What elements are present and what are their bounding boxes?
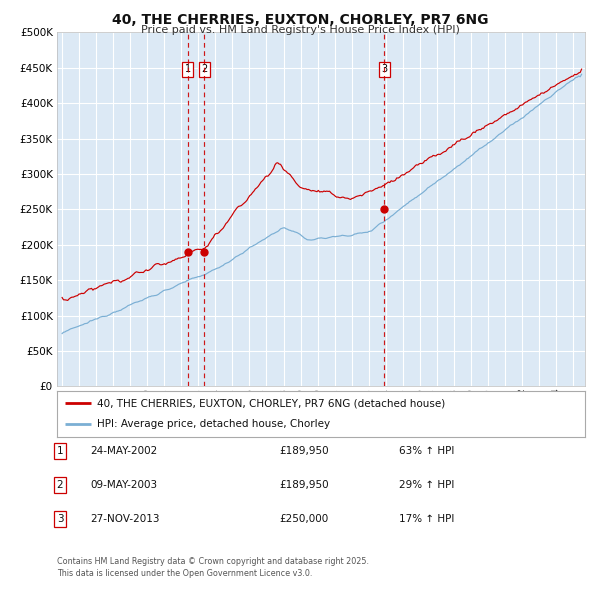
Text: £189,950: £189,950 [279,480,329,490]
Text: 17% ↑ HPI: 17% ↑ HPI [399,514,454,523]
Text: £250,000: £250,000 [279,514,328,523]
Text: 3: 3 [381,64,387,74]
Text: 40, THE CHERRIES, EUXTON, CHORLEY, PR7 6NG: 40, THE CHERRIES, EUXTON, CHORLEY, PR7 6… [112,13,488,27]
Text: Contains HM Land Registry data © Crown copyright and database right 2025.
This d: Contains HM Land Registry data © Crown c… [57,557,369,578]
Text: 3: 3 [56,514,64,523]
Text: Price paid vs. HM Land Registry's House Price Index (HPI): Price paid vs. HM Land Registry's House … [140,25,460,35]
Text: 40, THE CHERRIES, EUXTON, CHORLEY, PR7 6NG (detached house): 40, THE CHERRIES, EUXTON, CHORLEY, PR7 6… [97,398,445,408]
Text: 1: 1 [56,447,64,456]
Text: 2: 2 [202,64,208,74]
Text: 24-MAY-2002: 24-MAY-2002 [90,447,157,456]
Text: 2: 2 [56,480,64,490]
Text: 1: 1 [185,64,191,74]
Text: 63% ↑ HPI: 63% ↑ HPI [399,447,454,456]
Text: 27-NOV-2013: 27-NOV-2013 [90,514,160,523]
Text: HPI: Average price, detached house, Chorley: HPI: Average price, detached house, Chor… [97,419,330,429]
Text: 29% ↑ HPI: 29% ↑ HPI [399,480,454,490]
Text: 09-MAY-2003: 09-MAY-2003 [90,480,157,490]
Text: £189,950: £189,950 [279,447,329,456]
